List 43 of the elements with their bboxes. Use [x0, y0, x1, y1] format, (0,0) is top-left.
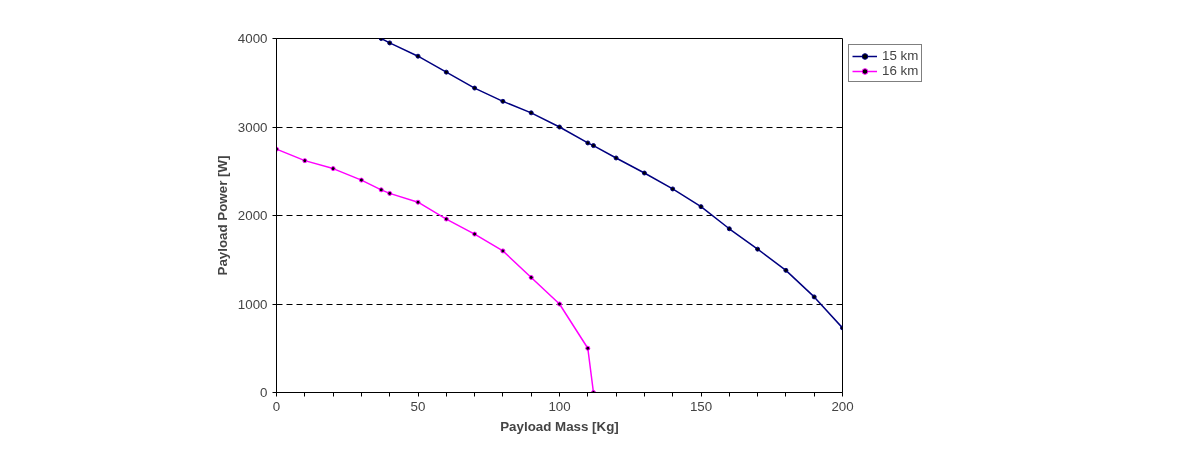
- point: [387, 190, 393, 196]
- point: [500, 248, 506, 254]
- point: [302, 158, 308, 164]
- x-tick-label: 150: [689, 398, 713, 414]
- point: [698, 204, 704, 210]
- point: [585, 345, 591, 351]
- x-axis-title: Payload Mass [Kg]: [500, 418, 619, 434]
- point: [472, 231, 478, 237]
- point: [415, 199, 421, 205]
- point: [557, 301, 562, 307]
- y-tick-label: 4000: [237, 31, 268, 46]
- y-axis-title: Payload Power [W]: [214, 155, 230, 276]
- y-tick-label: 0: [260, 385, 268, 400]
- point: [415, 53, 421, 59]
- x-tick-label: 100: [548, 398, 571, 414]
- point: [670, 186, 676, 192]
- point: [500, 98, 506, 104]
- point: [590, 143, 596, 149]
- y-tick-label: 3000: [237, 119, 268, 135]
- legend-label: 15 km: [882, 48, 919, 63]
- y-tick-label: 1000: [237, 296, 268, 312]
- point: [811, 294, 817, 300]
- point: [528, 110, 534, 116]
- point: [557, 124, 562, 130]
- point: [783, 267, 789, 273]
- point: [613, 155, 619, 161]
- point: [472, 85, 478, 91]
- point: [585, 140, 591, 146]
- point: [387, 40, 393, 46]
- legend-label: 16 km: [882, 63, 919, 78]
- point: [443, 69, 449, 75]
- x-tick-label: 50: [410, 398, 426, 414]
- point: [443, 216, 449, 222]
- point: [528, 274, 534, 280]
- point: [641, 170, 647, 176]
- point: [378, 187, 384, 193]
- x-tick-label: 0: [272, 398, 281, 414]
- point: [726, 226, 732, 232]
- point: [330, 166, 336, 172]
- y-tick-label: 2000: [237, 208, 268, 223]
- x-tick-label: 200: [831, 398, 854, 414]
- point: [755, 246, 761, 252]
- point: [358, 177, 364, 183]
